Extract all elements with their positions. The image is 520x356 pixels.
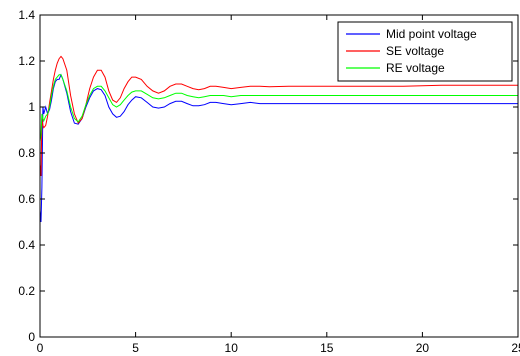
y-tick-label: 0.4 [18, 238, 35, 252]
y-tick-label: 1.2 [18, 54, 35, 68]
y-tick-label: 0 [28, 330, 35, 344]
series-line-1 [39, 55, 518, 177]
y-tick-label: 0.2 [18, 284, 35, 298]
legend-label-re: RE voltage [386, 61, 445, 75]
x-tick-label: 15 [320, 341, 334, 355]
y-tick-label: 0.6 [18, 192, 35, 206]
series-line-2 [39, 74, 518, 142]
x-tick-label: 5 [132, 341, 139, 355]
series-layer [39, 55, 518, 223]
y-tick-label: 0.8 [18, 146, 35, 160]
legend-label-mid-point: Mid point voltage [386, 27, 477, 41]
axes-box [39, 14, 519, 338]
tick-layer: 0 5 10 15 20 25 0 0.2 0.4 0.6 0.8 1 1.2 1.4 [18, 8, 520, 355]
x-tick-label: 0 [37, 341, 44, 355]
series-line-0 [39, 73, 518, 223]
legend: Mid point voltage SE voltage RE voltage [337, 21, 513, 82]
legend-label-se: SE voltage [386, 44, 444, 58]
x-tick-label: 20 [416, 341, 430, 355]
y-tick-label: 1 [28, 100, 35, 114]
y-tick-label: 1.4 [18, 8, 35, 22]
x-tick-label: 10 [225, 341, 239, 355]
x-tick-label: 25 [511, 341, 520, 355]
